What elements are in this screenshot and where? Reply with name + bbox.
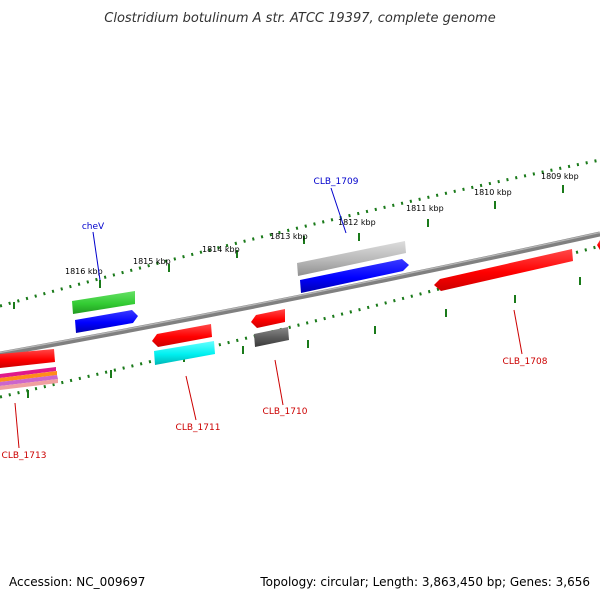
gene-dark-gray[interactable] [254,327,289,347]
genome-summary-text: Topology: circular; Length: 3,863,450 bp… [259,575,590,589]
gene-green[interactable] [72,291,135,314]
gene-red-clb1710[interactable] [251,309,285,328]
gene-label-clb1713[interactable]: CLB_1713 [2,451,47,461]
gene-blue-large[interactable] [300,259,409,293]
kbp-label: 1809 kbp [541,172,579,181]
gene-label-clb1708[interactable]: CLB_1708 [503,357,548,367]
inner-major-ticks [27,277,581,398]
gene-red-clb1713[interactable] [0,349,55,368]
gene-cyan[interactable] [154,341,215,365]
page-title: Clostridium botulinum A str. ATCC 19397,… [104,11,495,26]
label-leaders [14,187,523,449]
gene-label-clb1710[interactable]: CLB_1710 [263,407,308,417]
outer-major-ticks [13,185,564,309]
gene-blue-chev[interactable] [75,310,138,333]
gene-label-chev[interactable]: cheV [82,222,105,232]
gene-label-clb1711[interactable]: CLB_1711 [176,423,221,433]
kbp-labels: 1809 kbp 1810 kbp 1811 kbp 1812 kbp 1813… [65,172,579,276]
kbp-label: 1811 kbp [406,204,444,213]
gene-gray-clb1709[interactable] [297,241,406,276]
kbp-label: 1813 kbp [270,232,308,241]
genome-backbone [0,231,600,357]
gene-red-clb1711[interactable] [152,324,212,347]
gene-red-edge[interactable] [597,240,600,250]
gene-red-clb1708[interactable] [434,249,573,291]
gene-label-clb1709[interactable]: CLB_1709 [314,177,359,187]
accession-text: Accession: NC_009697 [9,575,145,589]
kbp-label: 1812 kbp [338,218,376,227]
outer-tick-track [0,158,600,308]
kbp-label: 1810 kbp [474,188,512,197]
gene-stack-multicolor[interactable] [0,367,58,390]
kbp-label: 1816 kbp [65,267,103,276]
kbp-label: 1815 kbp [133,257,171,266]
kbp-label: 1814 kbp [202,245,240,254]
